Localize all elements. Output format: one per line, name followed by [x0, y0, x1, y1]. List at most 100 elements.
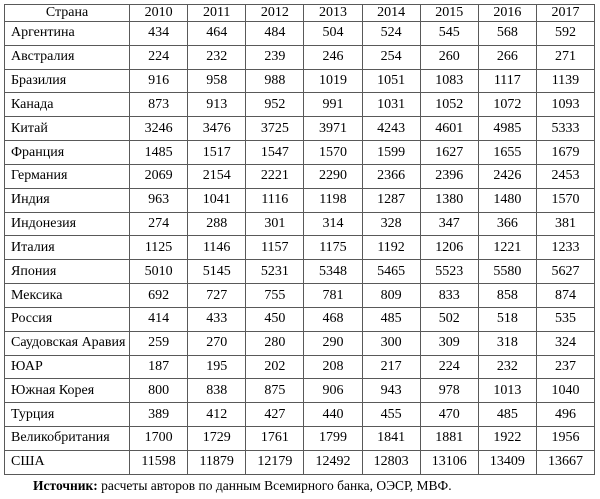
table-row: Россия 414 433 450 468 485 502 518 535 — [4, 306, 596, 332]
value-cell: 1570 — [303, 140, 363, 165]
column-header-year: 2013 — [303, 4, 363, 22]
value-cell: 963 — [128, 187, 189, 213]
value-cell: 545 — [419, 21, 479, 46]
value-cell: 224 — [419, 354, 479, 380]
table-row: Саудовская Аравия 259 270 280 290 300 309 318 32… — [4, 330, 596, 356]
value-cell: 800 — [128, 378, 189, 404]
value-cell: 224 — [128, 44, 189, 70]
table-row: Япония 5010 5145 5231 5348 5465 5523 5580 5627 — [4, 259, 596, 285]
value-cell: 12179 — [245, 449, 305, 476]
value-cell: 1013 — [477, 378, 537, 404]
value-cell: 873 — [128, 92, 189, 118]
value-cell: 1627 — [419, 140, 479, 165]
value-cell: 2069 — [128, 163, 189, 189]
country-cell: Китай — [4, 116, 130, 142]
value-cell: 1146 — [187, 235, 247, 261]
value-cell: 5523 — [419, 259, 479, 285]
table-row: Китай 3246 3476 3725 3971 4243 4601 4985 5333 — [4, 116, 596, 142]
value-cell: 290 — [303, 330, 363, 356]
country-cell: Саудовская Аравия — [4, 330, 130, 356]
column-header-year: 2016 — [477, 4, 537, 22]
column-header-year: 2015 — [419, 4, 479, 22]
value-cell: 988 — [245, 68, 305, 94]
value-cell: 875 — [245, 378, 305, 404]
value-cell: 455 — [361, 402, 421, 428]
value-cell: 4243 — [361, 116, 421, 142]
source-text: расчеты авторов по данным Всемирного бан… — [101, 478, 452, 493]
table-row: Франция 1485 1517 1547 1570 1599 1627 1655 1679 — [4, 140, 596, 165]
value-cell: 1125 — [128, 235, 189, 261]
value-cell: 266 — [477, 44, 537, 70]
value-cell: 2453 — [535, 163, 596, 189]
table-row: ЮАР 187 195 202 208 217 224 232 237 — [4, 354, 596, 380]
value-cell: 5348 — [303, 259, 363, 285]
value-cell: 916 — [128, 68, 189, 94]
value-cell: 3476 — [187, 116, 247, 142]
value-cell: 1040 — [535, 378, 596, 404]
value-cell: 280 — [245, 330, 305, 356]
value-cell: 1881 — [419, 426, 479, 451]
value-cell: 288 — [187, 211, 247, 237]
value-cell: 1570 — [535, 187, 596, 213]
value-cell: 3246 — [128, 116, 189, 142]
table-row: Бразилия 916 958 988 1019 1051 1083 1117 1139 — [4, 68, 596, 94]
column-header-year: 2014 — [361, 4, 421, 22]
value-cell: 1117 — [477, 68, 537, 94]
value-cell: 254 — [361, 44, 421, 70]
value-cell: 5333 — [535, 116, 596, 142]
value-cell: 366 — [477, 211, 537, 237]
value-cell: 5580 — [477, 259, 537, 285]
value-cell: 1083 — [419, 68, 479, 94]
column-header-year: 2010 — [128, 4, 189, 22]
table-row: Германия 2069 2154 2221 2290 2366 2396 2426 2453 — [4, 163, 596, 189]
value-cell: 260 — [419, 44, 479, 70]
value-cell: 328 — [361, 211, 421, 237]
country-cell: Россия — [4, 306, 130, 332]
value-cell: 2366 — [361, 163, 421, 189]
value-cell: 1655 — [477, 140, 537, 165]
value-cell: 568 — [477, 21, 537, 46]
country-cell: США — [4, 449, 130, 476]
value-cell: 271 — [535, 44, 596, 70]
value-cell: 2290 — [303, 163, 363, 189]
value-cell: 5465 — [361, 259, 421, 285]
value-cell: 484 — [245, 21, 305, 46]
country-cell: Франция — [4, 140, 130, 165]
value-cell: 1287 — [361, 187, 421, 213]
value-cell: 978 — [419, 378, 479, 404]
country-cell: Италия — [4, 235, 130, 261]
value-cell: 1019 — [303, 68, 363, 94]
value-cell: 1547 — [245, 140, 305, 165]
country-cell: Аргентина — [4, 21, 130, 46]
value-cell: 485 — [477, 402, 537, 428]
value-cell: 217 — [361, 354, 421, 380]
value-cell: 1157 — [245, 235, 305, 261]
value-cell: 2396 — [419, 163, 479, 189]
value-cell: 12492 — [303, 449, 363, 476]
value-cell: 809 — [361, 283, 421, 308]
value-cell: 1700 — [128, 426, 189, 451]
table-row: США 11598 11879 12179 12492 12803 13106 13409 13… — [4, 449, 596, 476]
value-cell: 943 — [361, 378, 421, 404]
value-cell: 300 — [361, 330, 421, 356]
value-cell: 496 — [535, 402, 596, 428]
value-cell: 232 — [477, 354, 537, 380]
header-row: Страна 2010 2011 2012 2013 2014 2015 2016 2017 — [4, 4, 596, 22]
country-cell: Япония — [4, 259, 130, 285]
value-cell: 5010 — [128, 259, 189, 285]
value-cell: 246 — [303, 44, 363, 70]
value-cell: 13409 — [477, 449, 537, 476]
value-cell: 1380 — [419, 187, 479, 213]
value-cell: 833 — [419, 283, 479, 308]
value-cell: 1233 — [535, 235, 596, 261]
table-row: Мексика 692 727 755 781 809 833 858 874 — [4, 283, 596, 308]
value-cell: 692 — [128, 283, 189, 308]
value-cell: 4985 — [477, 116, 537, 142]
value-cell: 518 — [477, 306, 537, 332]
value-cell: 1052 — [419, 92, 479, 118]
value-cell: 324 — [535, 330, 596, 356]
value-cell: 2221 — [245, 163, 305, 189]
table-row: Канада 873 913 952 991 1031 1052 1072 1093 — [4, 92, 596, 118]
value-cell: 485 — [361, 306, 421, 332]
